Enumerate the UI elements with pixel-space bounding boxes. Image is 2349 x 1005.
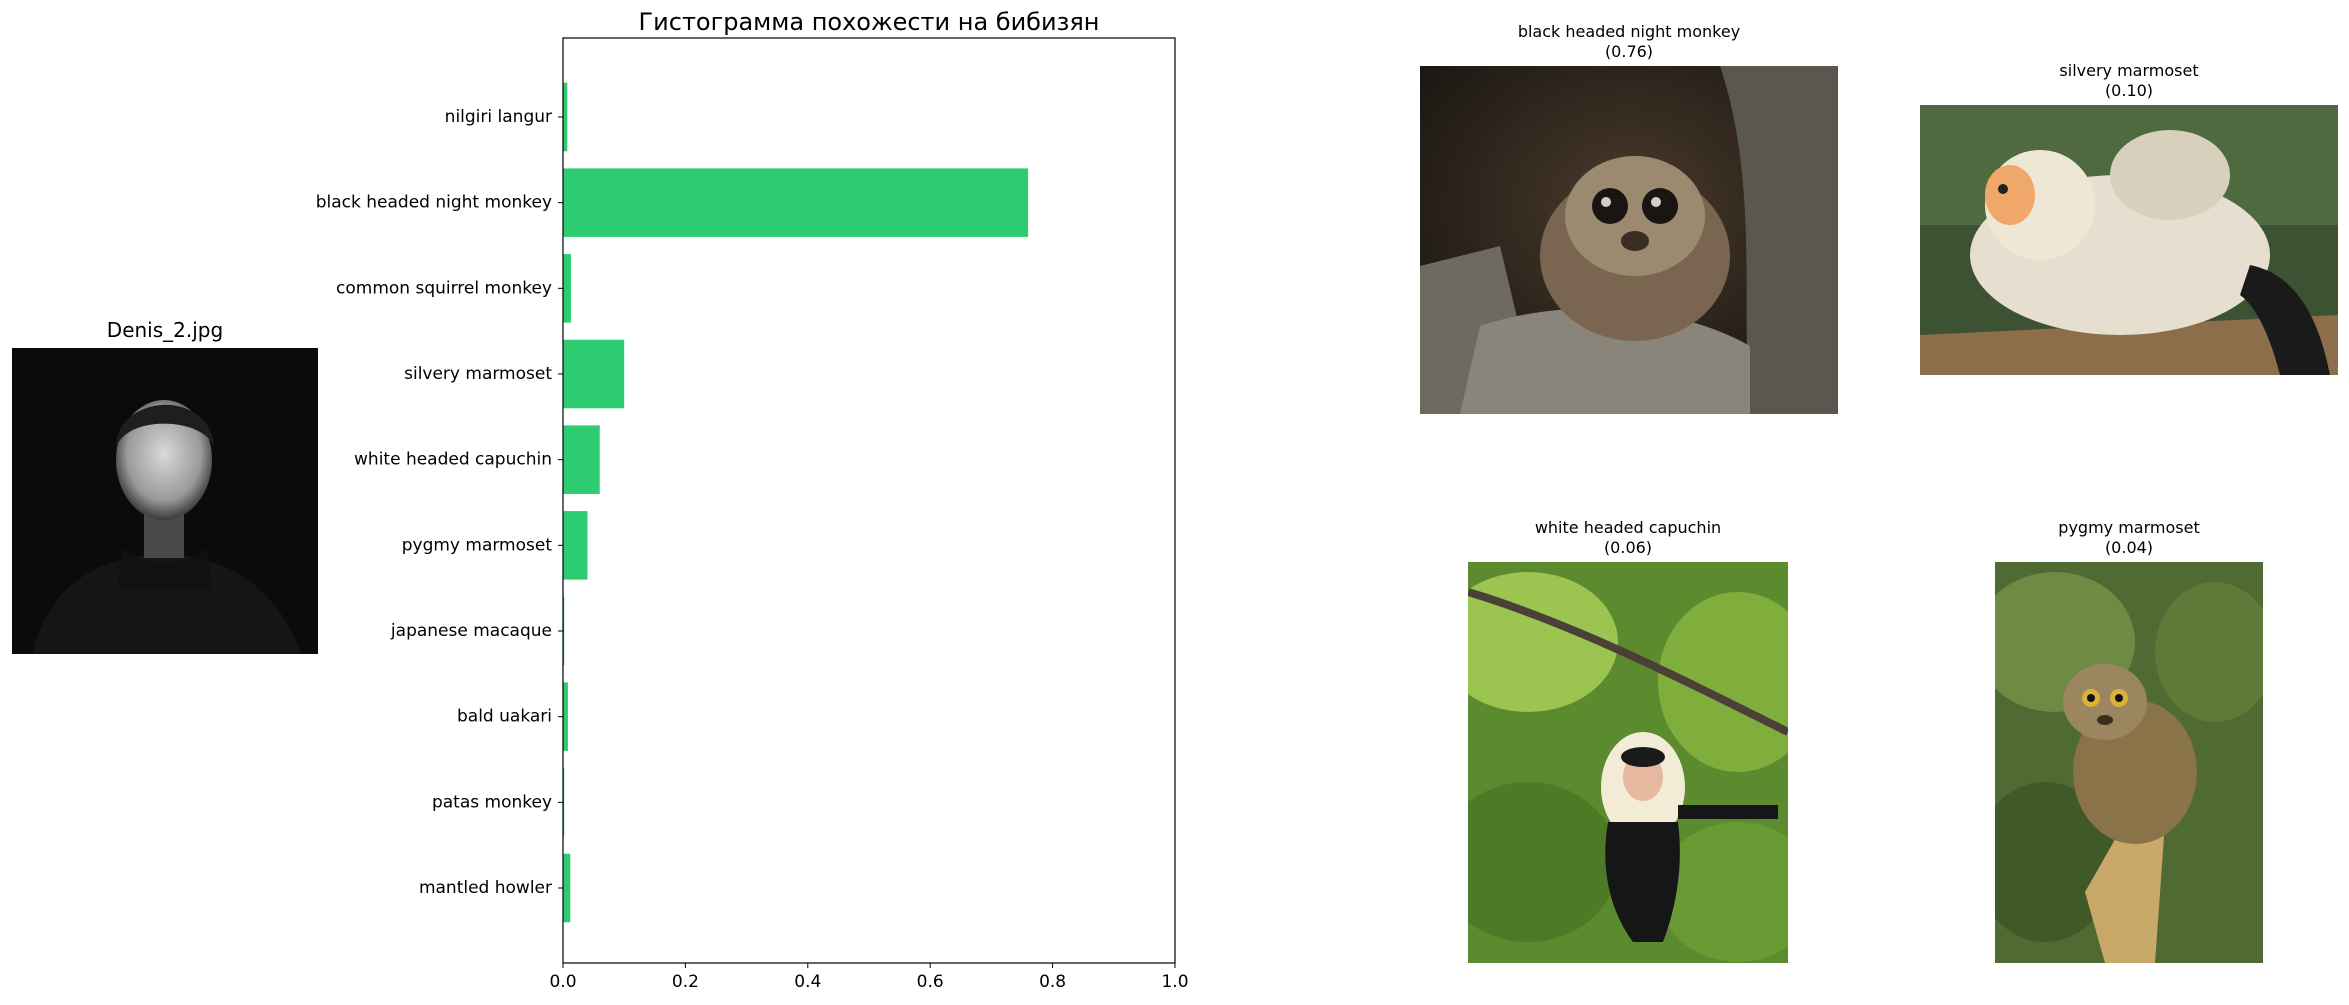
y-tick-label: black headed night monkey xyxy=(316,193,552,213)
capuchin-illustration xyxy=(1468,562,1788,963)
match-2-title: silvery marmoset (0.10) xyxy=(1920,61,2338,101)
bar-nilgiri-langur xyxy=(563,82,568,152)
match-1-image xyxy=(1420,66,1838,414)
match-1-title: black headed night monkey (0.76) xyxy=(1420,22,1838,62)
chart-title: Гистограмма похожести на бибизян xyxy=(639,8,1100,36)
match-4-image xyxy=(1995,562,2263,963)
match-3-image xyxy=(1468,562,1788,963)
match-4-score: (0.04) xyxy=(2104,538,2154,557)
y-tick-label: bald uakari xyxy=(457,707,552,727)
y-tick-label: japanese macaque xyxy=(390,621,552,641)
x-tick-label: 0.8 xyxy=(1039,972,1066,992)
match-3-title: white headed capuchin (0.06) xyxy=(1468,518,1788,558)
bar-pygmy-marmoset xyxy=(563,511,588,580)
pygmy-marmoset-illustration xyxy=(1995,562,2263,963)
night-monkey-illustration xyxy=(1420,66,1838,414)
x-tick-label: 0.6 xyxy=(917,972,944,992)
marmoset-illustration xyxy=(1920,105,2338,375)
match-1-score: (0.76) xyxy=(1604,42,1654,61)
y-tick-label: silvery marmoset xyxy=(404,364,552,384)
match-4-name: pygmy marmoset xyxy=(2058,518,2200,537)
bar-silvery-marmoset xyxy=(563,339,625,409)
input-portrait-image xyxy=(12,348,318,654)
x-tick-label: 0.0 xyxy=(549,972,576,992)
match-2-name: silvery marmoset xyxy=(2059,61,2199,80)
y-tick-label: pygmy marmoset xyxy=(402,535,553,555)
chart-axes-frame xyxy=(562,37,1176,964)
bar-white-headed-capuchin xyxy=(563,425,600,494)
match-1-name: black headed night monkey xyxy=(1517,22,1741,41)
y-tick-label: common squirrel monkey xyxy=(336,278,552,298)
similarity-bar-chart: Гистограмма похожести на бибизян nilgiri… xyxy=(316,8,1189,992)
match-2-score: (0.10) xyxy=(2104,81,2154,100)
bar-patas-monkey xyxy=(563,768,565,837)
bar-black-headed-night-monkey xyxy=(563,168,1029,237)
x-tick-label: 1.0 xyxy=(1161,972,1188,992)
match-3-score: (0.06) xyxy=(1603,538,1653,557)
bar-bald-uakari xyxy=(563,682,568,751)
x-tick-label: 0.2 xyxy=(672,972,699,992)
bar-japanese-macaque xyxy=(563,596,565,666)
match-2-image xyxy=(1920,105,2338,375)
bar-common-squirrel-monkey xyxy=(563,254,571,323)
bar-mantled-howler xyxy=(563,853,571,923)
y-tick-label: patas monkey xyxy=(432,792,552,812)
y-tick-label: white headed capuchin xyxy=(354,450,552,470)
match-4-title: pygmy marmoset (0.04) xyxy=(1995,518,2263,558)
input-photo-title: Denis_2.jpg xyxy=(106,318,224,342)
y-tick-label: nilgiri langur xyxy=(445,107,552,127)
y-tick-label: mantled howler xyxy=(419,878,552,898)
portrait-silhouette xyxy=(12,348,318,654)
match-3-name: white headed capuchin xyxy=(1534,518,1722,537)
x-tick-label: 0.4 xyxy=(794,972,821,992)
